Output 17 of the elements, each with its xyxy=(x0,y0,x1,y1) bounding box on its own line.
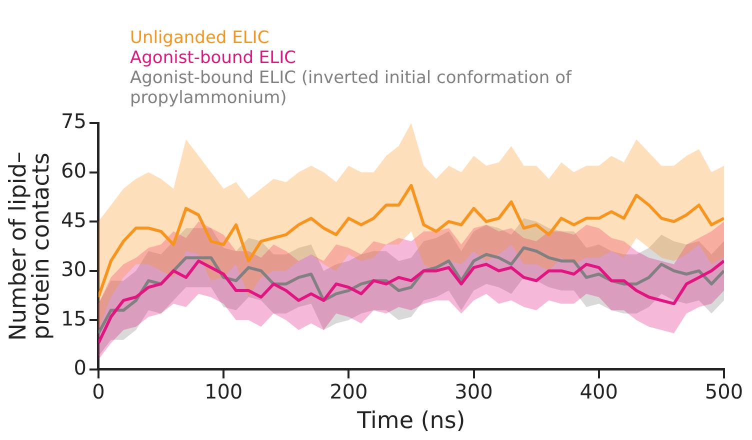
x-tick-label: 300 xyxy=(454,380,493,404)
y-axis-title: Number of lipid–protein contacts xyxy=(5,152,54,341)
y-tick-label: 0 xyxy=(74,356,86,380)
x-tick-label: 100 xyxy=(204,380,243,404)
y-tick-label: 15 xyxy=(60,306,86,330)
text: Agonist-bound ELIC (inverted initial conformation of propylammonium) xyxy=(130,68,573,108)
x-tick-label: 0 xyxy=(92,380,105,404)
x-tick-label: 200 xyxy=(330,380,368,404)
x-tick-label: 400 xyxy=(580,380,618,404)
x-axis-title: Time (ns) xyxy=(356,408,466,434)
y-tick-label: 60 xyxy=(60,158,86,182)
text: Agonist-bound ELIC xyxy=(130,48,296,68)
y-tick-label: 75 xyxy=(60,109,86,134)
y-tick-label: 30 xyxy=(60,257,86,282)
x-tick-label: 500 xyxy=(704,380,744,404)
y-tick-label: 45 xyxy=(60,208,86,232)
text: Unliganded ELIC xyxy=(130,28,270,48)
